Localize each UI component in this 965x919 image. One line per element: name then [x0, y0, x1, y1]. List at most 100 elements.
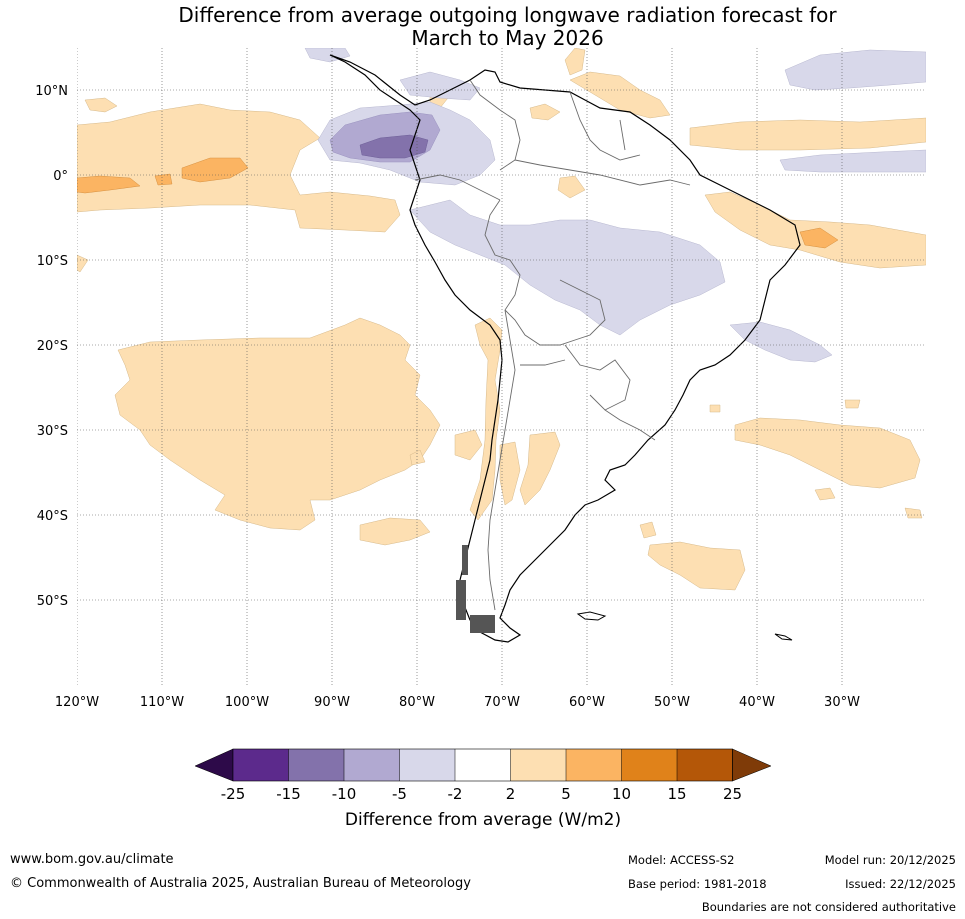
country-borders [414, 79, 691, 611]
lon-label: 100°W [225, 695, 269, 710]
caribbean-region [569, 71, 671, 119]
argentina-strip-1 [499, 441, 521, 506]
south-atlantic-region-2 [647, 541, 746, 591]
footer-base-period: Base period: 1981-2018 [628, 877, 767, 891]
south-atlantic-spot-3 [639, 521, 657, 539]
footer-issued: Issued: 22/12/2025 [845, 877, 956, 891]
border-uruguay [604, 409, 656, 441]
pacific-orange-3 [181, 157, 249, 183]
longitude-labels: 120°W 110°W 100°W 90°W 80°W 70°W 60°W 50… [55, 695, 860, 710]
footer-disclaimer: Boundaries are not considered authoritat… [701, 900, 956, 914]
south-pacific-region [114, 317, 441, 531]
colorbar-tick: 5 [561, 785, 571, 803]
colorbar-tick: 10 [612, 785, 631, 803]
border-ecuador-peru [414, 174, 501, 201]
colorbar-tick: -15 [276, 785, 301, 803]
pacific-islet [84, 97, 118, 113]
lon-label: 80°W [399, 695, 435, 710]
colorbar: -25 -15 -10 -5 -2 2 5 10 15 25 Differenc… [194, 748, 772, 830]
border-argentina-bolivia [520, 359, 566, 366]
lon-label: 60°W [569, 695, 605, 710]
lat-label: 50°S [37, 594, 68, 609]
colorbar-segment [288, 749, 344, 781]
colorbar-segment [455, 749, 511, 781]
border-paraguay [564, 344, 631, 411]
colorbar-tick: 15 [667, 785, 686, 803]
pacific-orange-1 [77, 175, 141, 194]
falkland-islands [576, 611, 607, 621]
colorbar-tick: -5 [392, 785, 407, 803]
lon-label: 30°W [824, 695, 860, 710]
colorbar-tick: 2 [506, 785, 516, 803]
south-america-coastline [329, 54, 801, 643]
border-peru-brazil [484, 199, 521, 311]
colorbar-segment [510, 749, 566, 781]
pacific-orange-2 [154, 173, 173, 186]
colorbar-over-arrow [732, 748, 772, 782]
colorbar-dividers [288, 749, 678, 781]
colorbar-ticks: -25 -15 -10 -5 -2 2 5 10 15 25 [221, 785, 742, 803]
lat-label: 10°N [35, 84, 68, 99]
border-guyana-suriname [619, 119, 626, 151]
colorbar-tick: -10 [332, 785, 357, 803]
colorbar-title: Difference from average (W/m2) [345, 810, 621, 830]
pacific-west-spot [77, 254, 89, 273]
guyana-spot [557, 175, 586, 199]
lon-label: 50°W [654, 695, 690, 710]
venezuela-spot [529, 103, 561, 121]
atlantic-orange [799, 227, 839, 249]
amazon-south-region [409, 199, 726, 336]
colorbar-segment [344, 749, 400, 781]
colorbar-tick: -25 [221, 785, 246, 803]
map-title-line1: Difference from average outgoing longwav… [178, 3, 837, 27]
amazon-band [689, 117, 926, 151]
colorbar-tick: -2 [448, 785, 463, 803]
north-atlantic-region [784, 49, 926, 91]
lon-label: 110°W [140, 695, 184, 710]
colorbar-segment [677, 749, 733, 781]
argentina-spot-1 [454, 429, 483, 461]
latitude-labels: 10°N 0° 10°S 20°S 30°S 40°S 50°S [35, 84, 68, 609]
lat-label: 30°S [37, 424, 68, 439]
map-title-line2: March to May 2026 [411, 26, 604, 50]
map-area [77, 48, 926, 685]
atlantic-spot-5 [709, 404, 721, 413]
chile-coast-region [469, 317, 503, 521]
atlantic-spot-4 [844, 399, 861, 409]
border-brazil-north [514, 159, 691, 186]
lon-label: 120°W [55, 695, 99, 710]
south-atlantic-spot-2 [904, 507, 923, 519]
colorbar-segment [621, 749, 677, 781]
south-georgia [774, 633, 793, 641]
map-title: Difference from average outgoing longwav… [0, 4, 965, 50]
lat-label: 20°S [37, 339, 68, 354]
south-pacific-strip [359, 517, 431, 546]
colorbar-segment [233, 749, 289, 781]
lon-label: 70°W [484, 695, 520, 710]
colorbar-tick: 25 [723, 785, 742, 803]
lon-label: 40°W [739, 695, 775, 710]
lat-label: 0° [53, 169, 68, 184]
footer-copyright: © Commonwealth of Australia 2025, Austra… [10, 876, 471, 891]
lat-label: 40°S [37, 509, 68, 524]
colorbar-segment [399, 749, 455, 781]
argentina-spot-2 [409, 449, 426, 466]
lat-label: 10°S [37, 254, 68, 269]
positive-anomaly-regions [77, 48, 926, 591]
footer-website: www.bom.gov.au/climate [10, 852, 174, 867]
colorbar-under-arrow [194, 748, 234, 782]
footer-model-run: Model run: 20/12/2025 [824, 853, 956, 867]
lon-label: 90°W [314, 695, 350, 710]
southern-chile-islands [456, 545, 495, 633]
south-atlantic-spot-1 [814, 487, 836, 501]
border-bolivia [504, 279, 606, 346]
south-atlantic-region [734, 417, 921, 489]
caribbean-top [564, 48, 586, 76]
footer-model: Model: ACCESS-S2 [628, 853, 735, 867]
argentina-strip-2 [519, 431, 561, 506]
border-venezuela-guyana [569, 91, 641, 161]
colorbar-segment [566, 749, 622, 781]
graticule [77, 48, 926, 685]
strong-positive-anomaly-regions [77, 157, 839, 249]
